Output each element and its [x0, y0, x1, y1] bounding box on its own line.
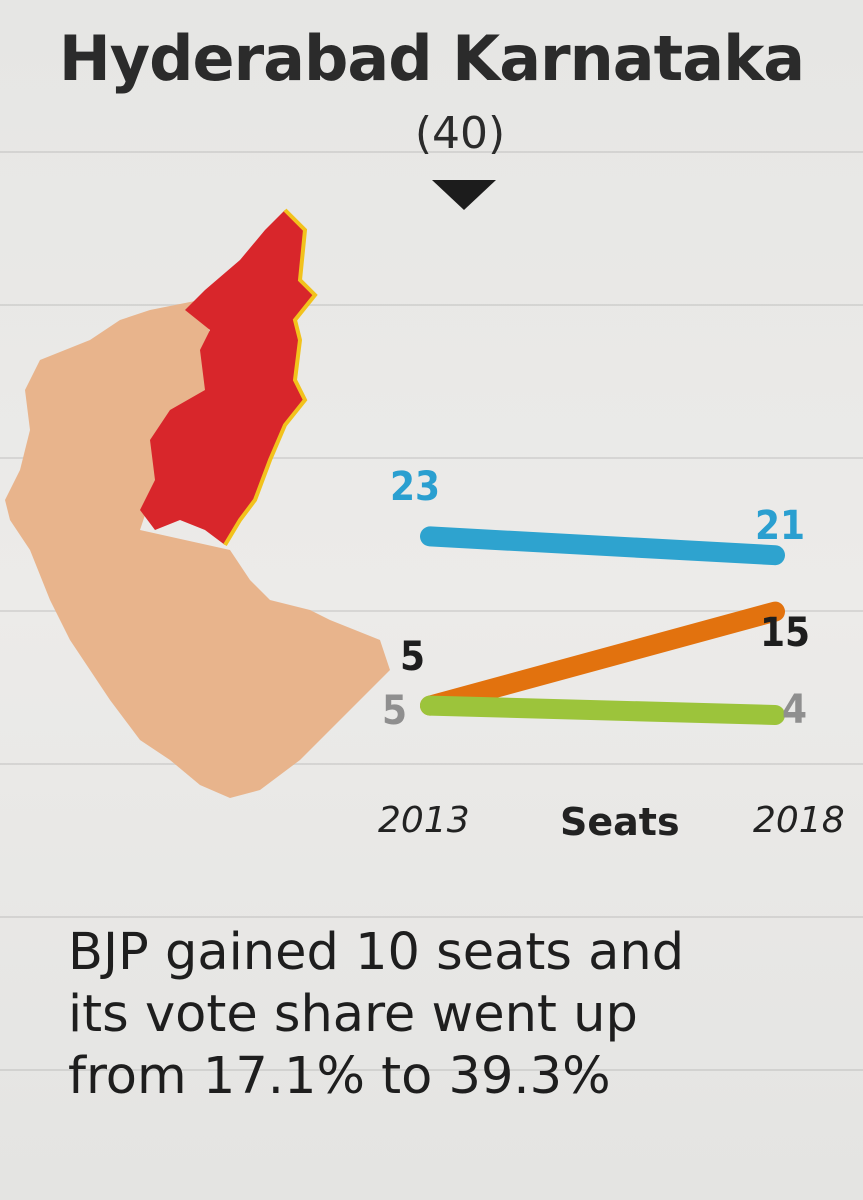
caption-line-3: from 17.1% to 39.3%	[68, 1047, 611, 1106]
chart-title: Hyderabad Karnataka	[58, 22, 805, 95]
karnataka-state-shape	[5, 300, 390, 798]
series-line-1	[420, 526, 785, 566]
x-tick-2018: 2018	[753, 800, 845, 841]
x-tick-2013: 2013	[378, 800, 470, 841]
karnataka-map	[5, 208, 390, 798]
caption-line-1: BJP gained 10 seats and	[68, 923, 685, 982]
caption-line-2: its vote share went up	[68, 985, 638, 1044]
seats-line-chart	[420, 526, 785, 725]
value-label-2-start: 5	[400, 633, 426, 680]
x-axis-label: Seats	[560, 800, 680, 844]
value-label-2-end: 15	[760, 609, 811, 656]
value-label-1-end: 21	[755, 503, 806, 550]
caption-text: BJP gained 10 seats and its vote share w…	[68, 922, 828, 1108]
value-label-3-start: 5	[382, 687, 408, 734]
seats-total: (40)	[414, 108, 506, 159]
series-line-2	[420, 601, 785, 716]
down-arrow-icon	[432, 180, 496, 210]
value-label-1-start: 23	[390, 464, 441, 511]
hyderabad-karnataka-region	[140, 210, 315, 545]
value-label-3-end: 4	[782, 687, 808, 733]
region-edge-highlight	[223, 208, 318, 547]
series-line-3	[420, 695, 785, 725]
